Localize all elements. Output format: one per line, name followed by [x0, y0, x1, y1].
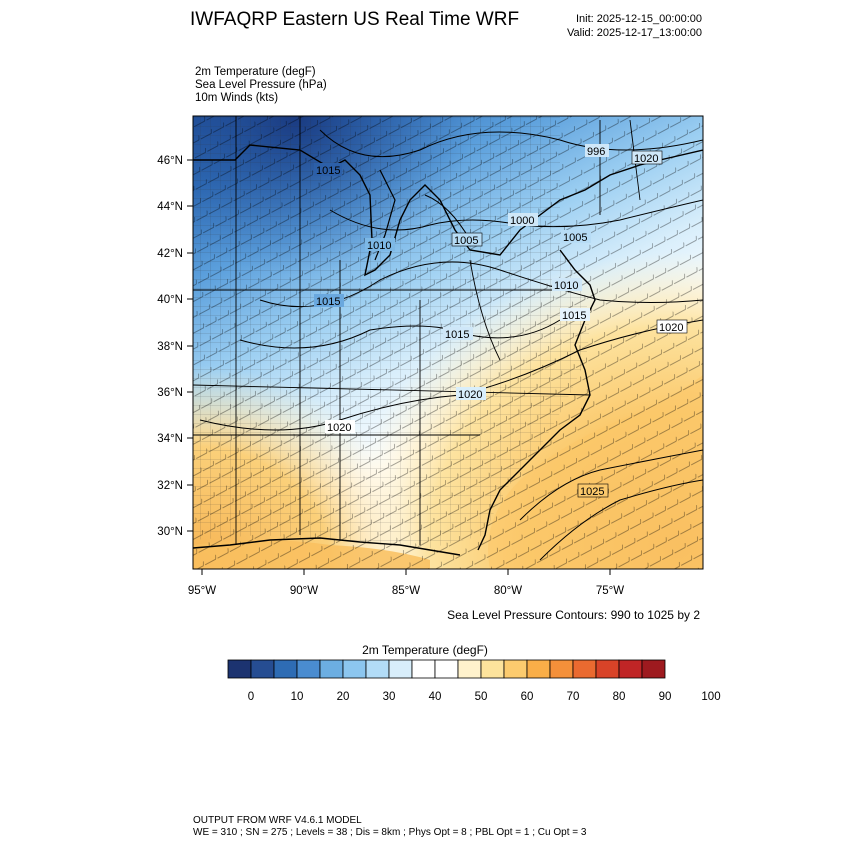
- svg-text:1020: 1020: [634, 153, 658, 165]
- colorbar-title: 2m Temperature (degF): [362, 643, 488, 657]
- lat-label: 42°N: [157, 248, 183, 260]
- lat-label: 44°N: [157, 201, 183, 213]
- isobar-label: 1015: [314, 294, 344, 308]
- isobar-label: 996: [585, 144, 609, 158]
- colorbar-swatch: [296, 659, 321, 679]
- colorbar-tick-label: 30: [383, 691, 396, 703]
- init-time: Init: 2025-12-15_00:00:00: [576, 13, 702, 25]
- svg-text:1020: 1020: [458, 389, 482, 401]
- isobar-label: 1000: [508, 213, 538, 227]
- colorbar-swatch: [250, 659, 275, 679]
- colorbar-swatch: [641, 659, 666, 679]
- lon-label: 95°W: [188, 585, 216, 597]
- lon-label: 85°W: [392, 585, 420, 597]
- lat-label: 34°N: [157, 433, 183, 445]
- colorbar-tick-label: 70: [567, 691, 580, 703]
- colorbar-swatch: [457, 659, 482, 679]
- colorbar-tick-label: 60: [521, 691, 534, 703]
- lon-label: 75°W: [596, 585, 624, 597]
- isobar-label: 1005: [451, 232, 483, 247]
- svg-text:1020: 1020: [327, 422, 351, 434]
- colorbar-swatch: [319, 659, 344, 679]
- colorbar-swatch: [388, 659, 413, 679]
- colorbar-swatch: [411, 659, 436, 679]
- isobar-label: 1015: [560, 308, 590, 322]
- isobar-label: 1025: [577, 483, 609, 498]
- svg-text:1010: 1010: [367, 240, 391, 252]
- map-frame: [192, 115, 704, 570]
- colorbar-swatch: [618, 659, 643, 679]
- colorbar-swatch: [526, 659, 551, 679]
- isobar-labels: 996 1020 1015 1000 1010 1005 1005 1015 1…: [314, 144, 688, 498]
- lat-label: 30°N: [157, 526, 183, 538]
- lat-label: 38°N: [157, 341, 183, 353]
- colorbar-swatch: [365, 659, 390, 679]
- colorbar: [227, 659, 666, 679]
- svg-text:1015: 1015: [562, 310, 586, 322]
- map-title: IWFAQRP Eastern US Real Time WRF: [190, 9, 520, 30]
- colorbar-tick-label: 20: [337, 691, 350, 703]
- field-label-winds: 10m Winds (kts): [195, 92, 279, 104]
- lat-ticks: [187, 159, 193, 532]
- colorbar-swatch: [572, 659, 597, 679]
- colorbar-tick-label: 80: [613, 691, 626, 703]
- isobar-label: 1015: [314, 163, 342, 177]
- colorbar-swatch: [595, 659, 620, 679]
- colorbar-tick-labels: 0 10 20 30 40 50 60 70 80 90 100: [248, 691, 721, 703]
- lon-label: 90°W: [290, 585, 318, 597]
- colorbar-swatch: [434, 659, 459, 679]
- isobar-label: 1020: [656, 319, 688, 334]
- isobar-label: 1010: [552, 278, 582, 292]
- lon-ticks: [201, 569, 611, 575]
- isobar-label: 1020: [631, 150, 663, 165]
- lon-labels: 95°W 90°W 85°W 80°W 75°W: [188, 585, 624, 597]
- colorbar-swatch: [227, 659, 252, 679]
- colorbar-tick-label: 0: [248, 691, 254, 703]
- lon-label: 80°W: [494, 585, 522, 597]
- svg-text:1005: 1005: [454, 235, 478, 247]
- colorbar-tick-label: 50: [475, 691, 488, 703]
- colorbar-tick-label: 100: [701, 691, 720, 703]
- colorbar-swatch: [342, 659, 367, 679]
- model-footer-line2: WE = 310 ; SN = 275 ; Levels = 38 ; Dis …: [193, 827, 587, 838]
- colorbar-tick-label: 10: [291, 691, 304, 703]
- isobar-label: 1010: [365, 238, 395, 252]
- svg-text:1025: 1025: [580, 486, 604, 498]
- valid-time: Valid: 2025-12-17_13:00:00: [567, 27, 702, 39]
- lat-label: 46°N: [157, 155, 183, 167]
- colorbar-swatch: [503, 659, 528, 679]
- svg-text:1010: 1010: [554, 280, 578, 292]
- svg-text:1005: 1005: [563, 232, 587, 244]
- field-label-temperature: 2m Temperature (degF): [195, 66, 316, 78]
- svg-text:1015: 1015: [316, 296, 340, 308]
- svg-text:1015: 1015: [316, 165, 340, 177]
- isobar-label: 1020: [456, 387, 486, 401]
- isobar-label: 1005: [561, 230, 591, 244]
- colorbar-swatch: [273, 659, 298, 679]
- lat-labels: 46°N 44°N 42°N 40°N 38°N 36°N 34°N 32°N …: [157, 155, 183, 538]
- colorbar-tick-label: 90: [659, 691, 672, 703]
- lat-label: 40°N: [157, 294, 183, 306]
- map-plot-area: [193, 116, 703, 569]
- lat-label: 32°N: [157, 480, 183, 492]
- colorbar-swatch: [480, 659, 505, 679]
- svg-text:996: 996: [587, 146, 605, 158]
- svg-text:1020: 1020: [659, 322, 683, 334]
- slp-contour-note: Sea Level Pressure Contours: 990 to 1025…: [447, 608, 700, 622]
- isobar-label: 1020: [325, 420, 355, 434]
- lat-label: 36°N: [157, 387, 183, 399]
- colorbar-swatch: [549, 659, 574, 679]
- colorbar-tick-label: 40: [429, 691, 442, 703]
- isobar-label: 1015: [443, 327, 473, 341]
- svg-text:1015: 1015: [445, 329, 469, 341]
- svg-text:1000: 1000: [510, 215, 534, 227]
- model-footer-line1: OUTPUT FROM WRF V4.6.1 MODEL: [193, 815, 362, 826]
- field-label-pressure: Sea Level Pressure (hPa): [195, 79, 327, 91]
